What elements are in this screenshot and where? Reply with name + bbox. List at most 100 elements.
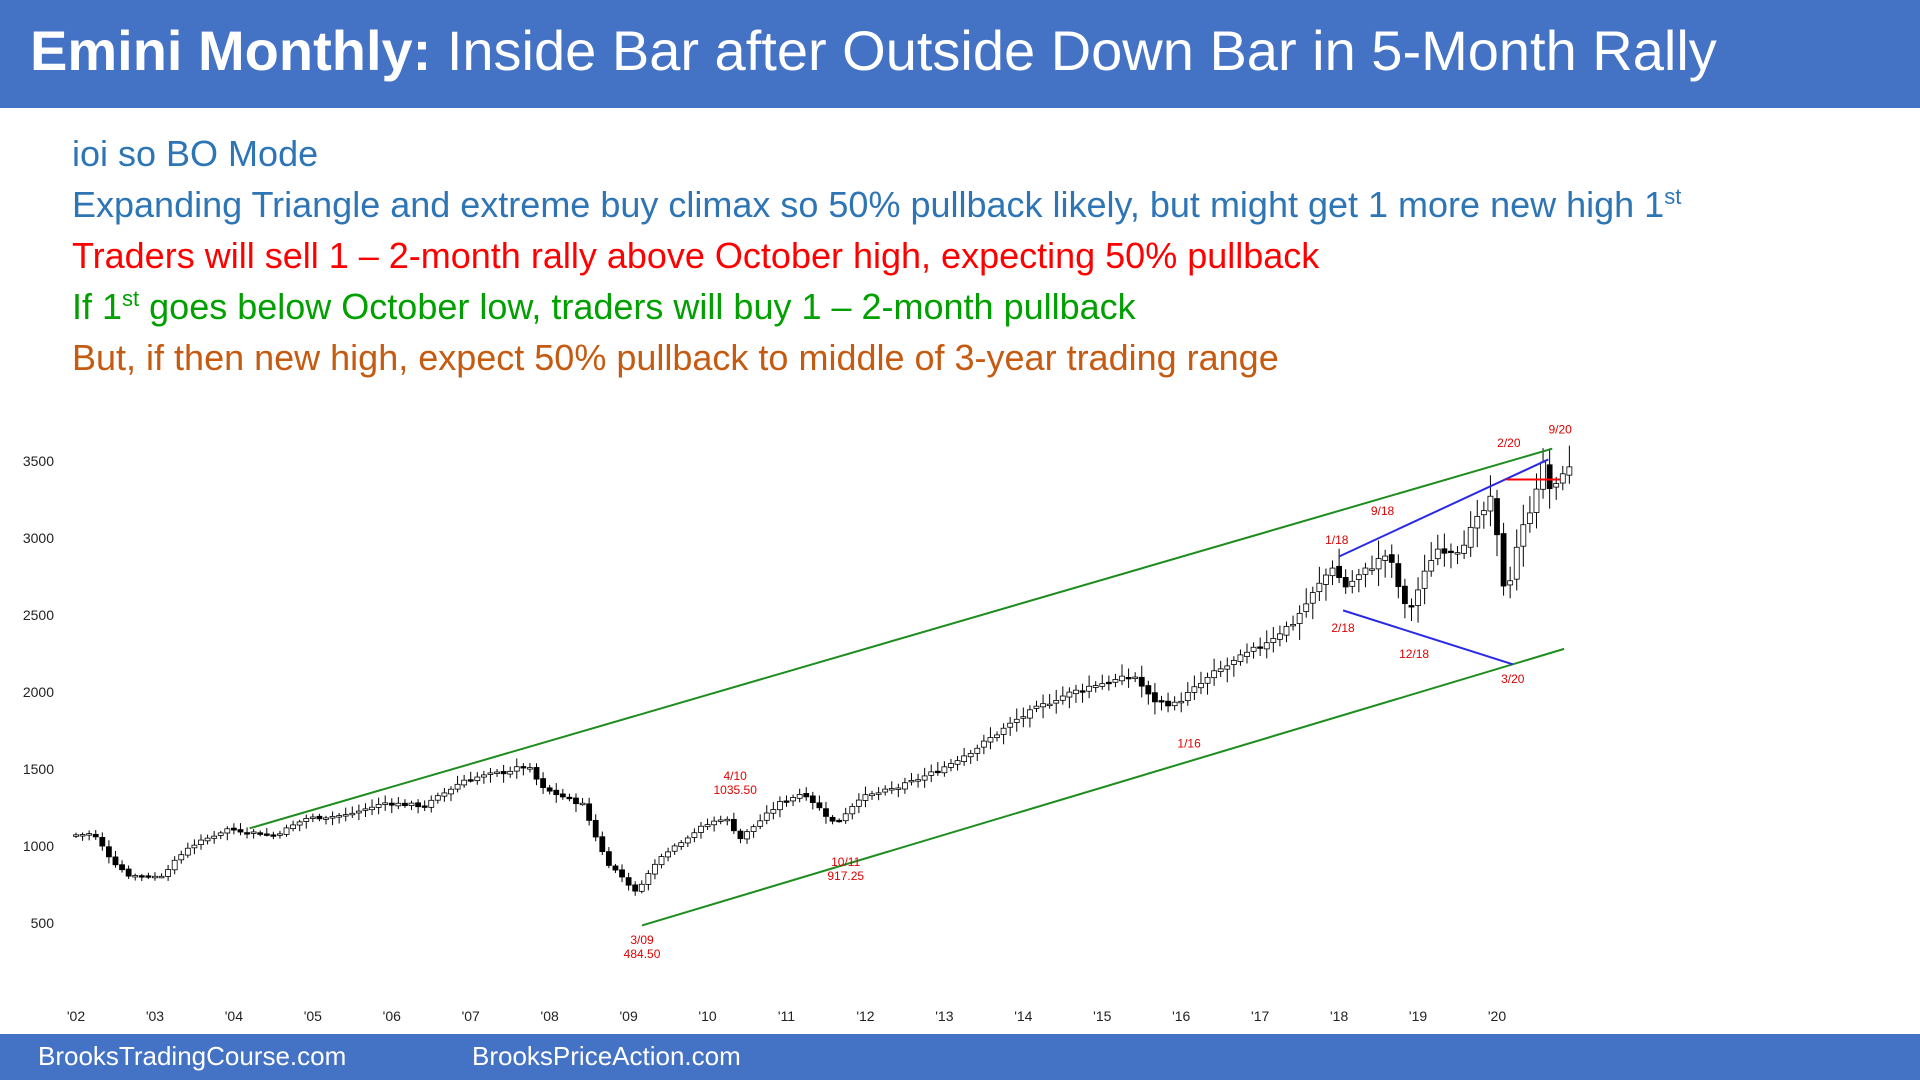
- candle-body: [1349, 580, 1356, 587]
- candle-body: [1138, 676, 1145, 687]
- candle-body: [915, 779, 921, 782]
- candle-body: [540, 778, 546, 788]
- candle-body: [1428, 560, 1435, 572]
- x-tick-label: '18: [1330, 1008, 1348, 1024]
- note-3: Traders will sell 1 – 2-month rally abov…: [72, 230, 1681, 281]
- candle-body: [678, 842, 685, 847]
- annotation-label: 9/20: [1548, 422, 1572, 436]
- candle-body: [184, 847, 191, 856]
- candle-body: [1000, 727, 1007, 735]
- candle-body: [1533, 488, 1540, 513]
- candle-body: [1290, 624, 1296, 627]
- candle-body: [757, 820, 764, 827]
- annotation-label: 2/20: [1497, 436, 1521, 450]
- candle-body: [862, 794, 869, 801]
- candle-body: [382, 802, 389, 805]
- candle-body: [1408, 605, 1415, 608]
- candle-body: [724, 818, 731, 822]
- candle-body: [270, 834, 277, 837]
- candle-body: [355, 810, 362, 814]
- candle-body: [829, 816, 836, 822]
- candle-body: [1480, 510, 1487, 516]
- annotation-label: 3/20: [1501, 672, 1525, 686]
- annotations: 2/20 9/20 9/18 1/18 2/18 12/18 3/20 1/16 4/10 103…: [624, 422, 1572, 961]
- x-tick-label: '03: [146, 1008, 164, 1024]
- footer: BrooksTradingCourse.com BrooksPriceActio…: [0, 1034, 1920, 1080]
- annotation-line: 2/18: [1331, 621, 1355, 635]
- candle-body: [895, 787, 902, 790]
- candle-body: [546, 787, 553, 792]
- candle-body: [586, 803, 593, 821]
- x-tick-label: '14: [1014, 1008, 1032, 1024]
- candle-body: [204, 837, 211, 842]
- candle-body: [842, 813, 849, 822]
- y-axis: 500 1000 1500 2000 2500 3000 3500: [23, 453, 54, 931]
- candle-body: [1454, 552, 1461, 555]
- annotation-label: 1/18: [1325, 533, 1349, 547]
- annotation-line: 12/18: [1399, 647, 1429, 661]
- candle-body: [1500, 533, 1507, 587]
- annotation-line: 484.50: [624, 947, 661, 961]
- candle-body: [1546, 464, 1553, 490]
- candle-body: [1513, 546, 1520, 580]
- candle-body: [869, 793, 875, 797]
- candle-body: [770, 809, 777, 814]
- candle-body: [1073, 689, 1079, 695]
- candle-body: [342, 814, 349, 817]
- candle-body: [1283, 626, 1290, 636]
- annotation-label: 1/16: [1177, 736, 1201, 750]
- annotation-label: 10/11 917.25: [827, 855, 864, 883]
- annotation-line: 9/20: [1548, 422, 1572, 436]
- candle-body: [1388, 554, 1395, 563]
- candle-body: [816, 802, 823, 809]
- candle-body: [566, 796, 573, 800]
- candle-body: [461, 779, 468, 786]
- candle-body: [658, 856, 665, 866]
- candle-body: [1526, 512, 1533, 524]
- candle-body: [500, 771, 507, 775]
- candle-body: [744, 831, 750, 840]
- candle-body: [1342, 577, 1349, 588]
- candle-body: [698, 825, 704, 833]
- candle-body: [836, 819, 843, 823]
- y-tick-label: 2000: [23, 684, 54, 700]
- candle-body: [928, 771, 935, 776]
- candle-body: [237, 829, 244, 833]
- candle-body: [283, 827, 290, 835]
- candle-body: [1355, 574, 1362, 580]
- candle-body: [1467, 526, 1474, 548]
- candle-body: [1257, 646, 1264, 649]
- candle-body: [1033, 705, 1040, 709]
- candle-body: [303, 818, 310, 822]
- candle-body: [448, 788, 454, 795]
- x-tick-label: '12: [856, 1008, 874, 1024]
- candle-body: [224, 828, 231, 834]
- candle-body: [1487, 495, 1494, 512]
- candle-body: [520, 766, 527, 769]
- candle-body: [1145, 685, 1152, 695]
- candle-body: [967, 752, 974, 758]
- candle-body: [855, 799, 862, 807]
- candle-body: [1198, 682, 1204, 689]
- candle-body: [1079, 690, 1086, 693]
- candle-body: [250, 831, 257, 834]
- candle-body: [882, 788, 889, 793]
- candle-body: [92, 833, 99, 838]
- candle-body: [290, 824, 296, 830]
- candle-body: [198, 839, 204, 845]
- candle-body: [125, 868, 132, 877]
- candle-body: [1448, 550, 1454, 554]
- notes: ioi so BO Mode Expanding Triangle and ex…: [72, 128, 1681, 383]
- candle-body: [296, 821, 303, 826]
- candle-body: [1277, 633, 1283, 640]
- candle-body: [559, 793, 566, 798]
- annotation-line: 3/09: [630, 933, 654, 947]
- note-2: Expanding Triangle and extreme buy clima…: [72, 179, 1681, 230]
- candle-body: [941, 766, 948, 774]
- candle-body: [316, 815, 323, 820]
- candle-body: [1184, 692, 1191, 702]
- candle-body: [783, 800, 790, 803]
- candle-body: [1132, 676, 1139, 679]
- candle-body: [375, 803, 382, 808]
- candle-body: [1474, 516, 1481, 529]
